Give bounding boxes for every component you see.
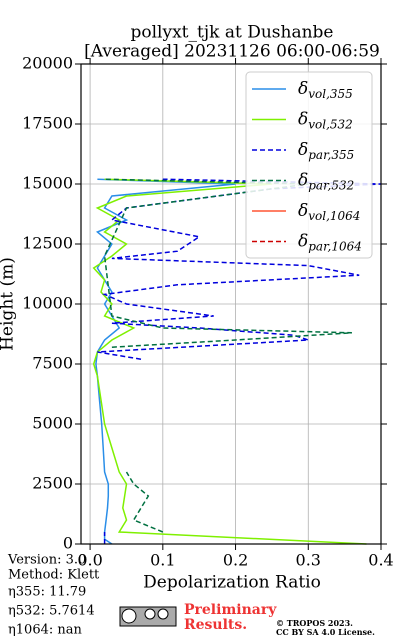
legend: δvol,355 δvol,532 δpar,355 δpar,532 δvol,106… xyxy=(245,71,373,259)
chart-title: pollyxt_tjk at Dushanbe xyxy=(131,23,334,43)
profile-line xyxy=(97,178,382,544)
x-tick-label: 0.0 xyxy=(77,551,102,570)
copyright: © TROPOS 2023. xyxy=(276,618,353,628)
info-text: η355: 11.79 xyxy=(8,585,86,600)
legend-label: δvol,1064 xyxy=(298,201,360,223)
profile-line xyxy=(103,178,352,533)
legend-label: δpar,355 xyxy=(298,140,354,162)
x-tick-label: 0.4 xyxy=(368,551,393,570)
y-tick-label: 12500 xyxy=(22,234,73,253)
y-tick-label: 2500 xyxy=(32,474,73,493)
info-text: Method: Klett xyxy=(8,568,100,583)
legend-label: δvol,532 xyxy=(298,109,353,131)
legend-label: δpar,1064 xyxy=(298,231,362,253)
y-tick-label: 17500 xyxy=(22,114,73,133)
y-axis-label: Height (m) xyxy=(0,257,18,351)
y-tick-label: 7500 xyxy=(32,354,73,373)
profile-line xyxy=(92,178,367,545)
info-text: η1064: nan xyxy=(8,623,83,638)
x-tick-label: 0.2 xyxy=(223,551,248,570)
x-tick-label: 0.3 xyxy=(296,551,321,570)
cc-logo xyxy=(119,606,177,627)
y-tick-label: 15000 xyxy=(22,174,73,193)
y-tick-label: 20000 xyxy=(22,54,73,73)
plot-frame xyxy=(80,63,382,545)
info-text: η532: 5.7614 xyxy=(8,604,95,619)
profile-line xyxy=(95,178,236,545)
chart-subtitle: [Averaged] 20231126 06:00-06:59 xyxy=(84,42,380,62)
y-tick-label: 10000 xyxy=(22,294,73,313)
x-tick-label: 0.1 xyxy=(150,551,175,570)
info-text: Version: 3.0 xyxy=(7,553,86,568)
preliminary-text: Results. xyxy=(184,617,247,633)
y-tick-label: 0 xyxy=(63,534,73,553)
legend-label: δpar,532 xyxy=(298,170,354,192)
x-axis-label: Depolarization Ratio xyxy=(143,573,321,593)
y-tick-label: 5000 xyxy=(32,414,73,433)
license: CC BY SA 4.0 License. xyxy=(276,627,375,637)
info-block: Version: 3.0 Method: Klett η355: 11.79 η… xyxy=(7,553,100,638)
legend-label: δvol,355 xyxy=(298,79,353,101)
preliminary-text: Preliminary xyxy=(184,602,277,618)
